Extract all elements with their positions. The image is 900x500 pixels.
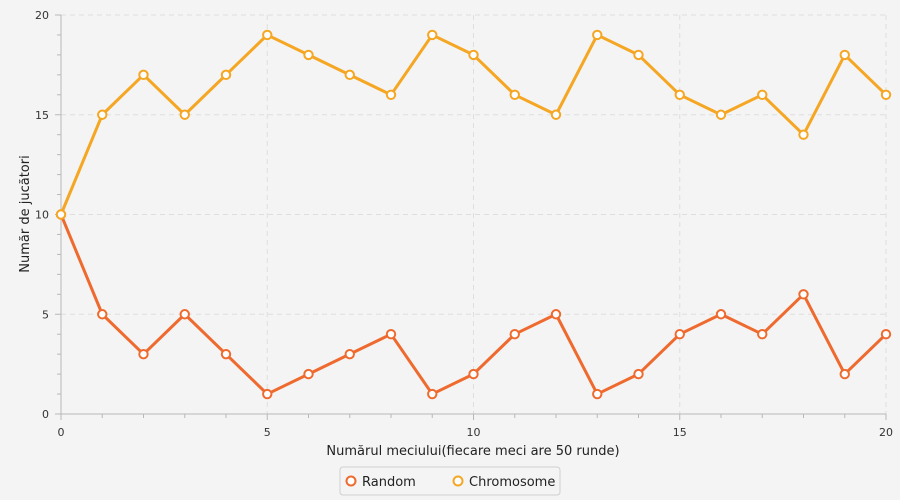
data-point-chromosome [839,49,850,61]
y-tick-label: 10 [35,209,49,222]
data-point-chromosome [97,109,108,120]
y-tick-label: 20 [35,9,49,22]
x-tick-label: 5 [264,426,271,439]
x-tick-label: 15 [673,426,687,439]
data-point-chromosome [344,69,355,81]
data-point-random [220,348,232,360]
legend-box [339,466,561,496]
legend-items: Random Chromosome [345,475,555,490]
x-tick-label: 10 [467,426,481,439]
x-tick-label: 0 [58,426,65,439]
data-point-chromosome [303,49,314,61]
data-point-random [468,368,479,380]
data-point-random [880,329,892,340]
data-point-chromosome [468,49,479,61]
legend-label: Random [362,475,416,490]
data-point-random [674,329,685,340]
data-point-chromosome [798,129,809,140]
data-point-random [344,348,355,360]
data-point-chromosome [674,89,685,101]
data-point-random [839,368,850,380]
grid [61,14,887,414]
data-point-chromosome [715,109,727,120]
data-point-chromosome [138,69,149,81]
data-point-random [633,368,644,380]
data-point-chromosome [55,209,67,220]
data-point-random [509,329,520,340]
data-point-random [385,329,397,340]
data-point-random [303,368,314,380]
series-chromosome [55,29,892,220]
data-point-random [798,289,809,300]
y-tick-label: 0 [42,408,49,421]
series [55,29,892,400]
data-point-chromosome [179,109,190,120]
data-point-chromosome [757,89,768,101]
legend-item-random: Random [345,475,416,490]
data-point-random [97,309,108,320]
data-point-chromosome [262,29,273,41]
data-point-random [138,348,149,360]
data-point-random [592,388,603,400]
y-axis-label: Număr de jucători [18,155,33,272]
legend-marker [452,475,464,487]
data-point-chromosome [509,89,520,101]
axes: 0 5 10 15 20 0 5 10 15 20 [35,9,893,439]
legend: Random Chromosome [339,466,561,496]
legend-item-chromosome: Chromosome [452,475,555,490]
x-tick-label: 20 [879,426,893,439]
data-point-chromosome [633,49,644,61]
data-point-random [757,329,768,340]
data-point-chromosome [550,109,562,120]
data-point-chromosome [592,29,603,41]
legend-label: Chromosome [469,475,555,490]
data-point-chromosome [427,29,438,41]
data-point-random [262,388,273,400]
y-tick-label: 5 [42,308,49,321]
data-point-random [550,309,562,320]
x-axis-label: Numărul meciului(fiecare meci are 50 run… [326,444,619,459]
data-point-random [427,388,438,400]
y-tick-label: 15 [35,109,49,122]
data-point-chromosome [880,89,892,101]
legend-marker [345,475,357,487]
data-point-chromosome [385,89,397,101]
data-point-random [179,309,190,320]
data-point-chromosome [220,69,232,81]
data-point-random [715,309,727,320]
